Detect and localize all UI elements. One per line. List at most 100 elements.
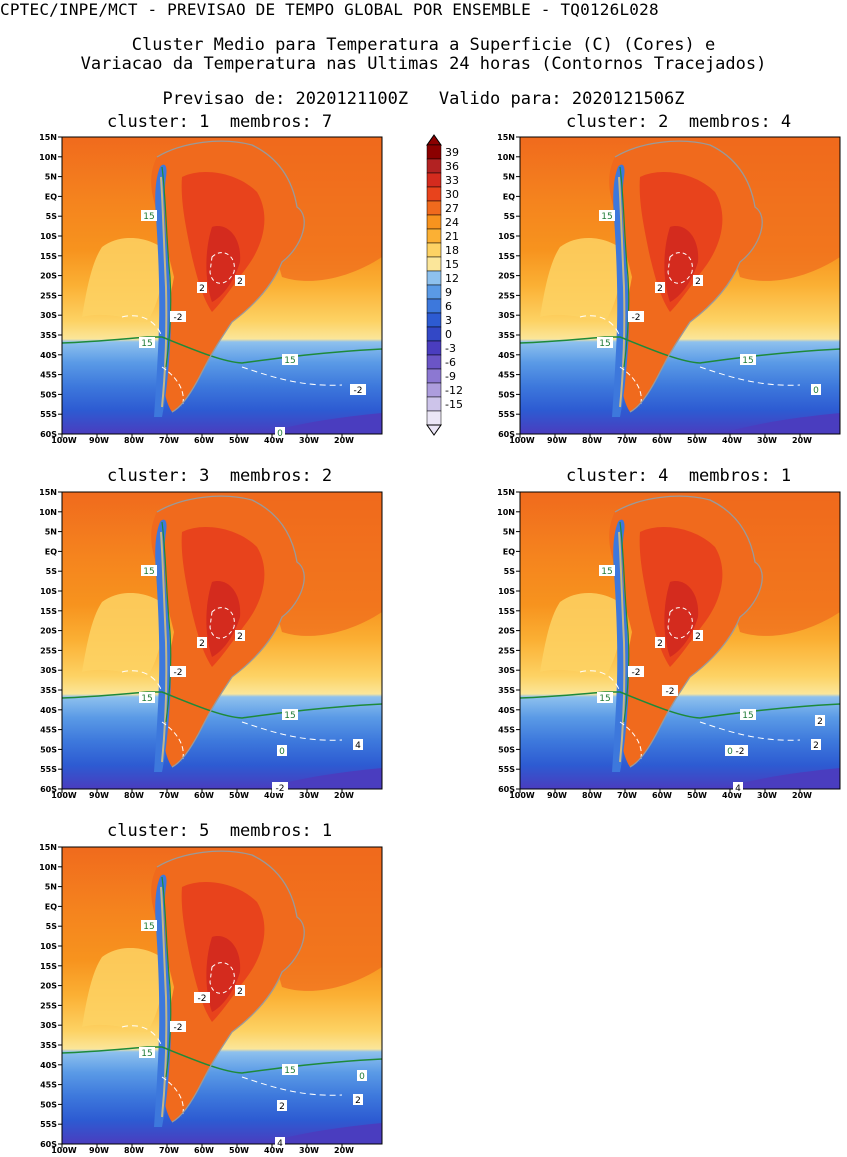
contour-label-box — [170, 1021, 186, 1032]
contour-label-box — [628, 666, 644, 677]
lon-tick-label: 100W — [51, 1146, 77, 1155]
colorbar-label: 15 — [445, 258, 459, 271]
lat-tick-label: 40S — [498, 351, 515, 360]
lat-tick-label: 20S — [498, 627, 515, 636]
map-panel-4: 15N 10N 5N EQ 5S 10S 15S 20S 25S 30S 35S 40S 45S 50S 5… — [497, 488, 841, 800]
contour-label: 4 — [355, 741, 361, 751]
contour-label: 2 — [279, 1102, 285, 1112]
lat-tick-label: 5S — [46, 212, 58, 221]
colorbar-swatch — [426, 340, 442, 356]
lat-tick-label: 15N — [39, 133, 57, 142]
lon-tick-label: 70W — [159, 1146, 179, 1155]
contour-label: 15 — [601, 567, 612, 577]
contour-label: 15 — [742, 356, 753, 366]
colorbar-label: 27 — [445, 202, 459, 215]
lon-tick-label: 100W — [509, 791, 535, 800]
contour-label-box — [811, 739, 821, 750]
contour-label: 15 — [143, 212, 154, 222]
contour-label-box — [170, 311, 186, 322]
contour-label-box — [811, 384, 821, 395]
contour-label-box — [740, 709, 756, 720]
lat-tick-label: 20S — [40, 982, 57, 991]
lat-tick-label: 15S — [40, 962, 57, 971]
lat-tick-label: EQ — [45, 547, 57, 556]
contour-label: 15 — [599, 339, 610, 349]
lat-tick-label: 35S — [498, 331, 515, 340]
contour-label-box — [197, 637, 207, 648]
lat-tick-label: 20S — [498, 272, 515, 281]
lat-tick-label: 25S — [498, 291, 515, 300]
contour-label-box — [599, 210, 615, 221]
contour-label-box — [599, 565, 615, 576]
contour-label-box — [597, 337, 613, 348]
lat-tick-label: 10N — [39, 863, 57, 872]
contour-label-box — [732, 745, 748, 756]
lat-tick-label: 55S — [40, 410, 57, 419]
lat-tick-label: 25S — [40, 291, 57, 300]
lon-tick-label: 40W — [264, 791, 284, 800]
contour-label: 2 — [237, 277, 243, 287]
panel-title-5: cluster: 5 membros: 1 — [107, 821, 333, 841]
lat-tick-label: 10S — [40, 587, 57, 596]
lon-tick-label: 70W — [617, 791, 637, 800]
contour-label: 4 — [277, 1139, 283, 1149]
lat-tick-label: 10N — [39, 153, 57, 162]
contour-label: 4 — [735, 784, 741, 794]
lon-tick-label: 50W — [229, 436, 249, 445]
panel-title-2: cluster: 2 membros: 4 — [566, 112, 792, 132]
lon-tick-label: 30W — [757, 791, 777, 800]
colorbar-swatch — [426, 144, 442, 160]
lat-tick-label: 45S — [40, 726, 57, 735]
lat-tick-label: 5N — [45, 883, 57, 892]
lon-tick-label: 30W — [299, 791, 319, 800]
lat-tick-label: 50S — [498, 390, 515, 399]
lon-tick-label: 30W — [299, 1146, 319, 1155]
lat-tick-label: 10S — [498, 587, 515, 596]
lon-tick-label: 100W — [51, 791, 77, 800]
lat-tick-label: 30S — [40, 1021, 57, 1030]
contour-label: -2 — [198, 994, 207, 1004]
contour-label-box — [235, 275, 245, 286]
lat-tick-label: 15N — [39, 843, 57, 852]
colorbar-bottom-arrow — [426, 424, 442, 436]
lon-tick-label: 20W — [334, 791, 354, 800]
colorbar-label: -9 — [445, 370, 456, 383]
contour-label: 2 — [813, 741, 819, 751]
colorbar-swatch — [426, 200, 442, 216]
lon-tick-label: 80W — [582, 791, 602, 800]
lat-tick-label: 20S — [40, 627, 57, 636]
lat-tick-label: 5N — [503, 173, 515, 182]
contour-label: 2 — [817, 717, 823, 727]
lat-tick-label: 20S — [40, 272, 57, 281]
lon-tick-label: 60W — [652, 791, 672, 800]
contour-label: 0 — [279, 747, 285, 757]
contour-label-box — [197, 282, 207, 293]
lat-tick-label: 10N — [39, 508, 57, 517]
contour-label-box — [139, 692, 155, 703]
colorbar-label: 3 — [445, 314, 452, 327]
lon-tick-label: 90W — [89, 436, 109, 445]
lat-tick-label: 60S — [498, 785, 515, 794]
contour-label-box — [139, 337, 155, 348]
contour-label-box — [357, 1070, 367, 1081]
lon-tick-label: 50W — [687, 791, 707, 800]
colorbar-swatch — [426, 256, 442, 272]
contour-label: 2 — [237, 987, 243, 997]
lat-tick-label: 55S — [498, 765, 515, 774]
contour-label-box — [170, 666, 186, 677]
lat-tick-label: 45S — [498, 371, 515, 380]
contour-label: 15 — [742, 711, 753, 721]
colorbar-swatch — [426, 354, 442, 370]
main-title: CPTEC/INPE/MCT - PREVISAO DE TEMPO GLOBA… — [0, 0, 659, 19]
subtitle-line-2: Variacao da Temperatura nas Ultimas 24 h… — [80, 54, 767, 74]
colorbar-top-arrow — [426, 134, 442, 146]
lon-tick-label: 20W — [334, 436, 354, 445]
forecast-valid-line: Previsao de: 2020121100Z Valido para: 20… — [162, 89, 685, 109]
lat-tick-label: 55S — [40, 1120, 57, 1129]
colorbar-swatch — [426, 312, 442, 328]
lat-tick-label: 15S — [40, 607, 57, 616]
contour-label-box — [141, 210, 157, 221]
contour-label: 15 — [599, 694, 610, 704]
lat-tick-label: EQ — [45, 902, 57, 911]
contour-label-box — [628, 311, 644, 322]
